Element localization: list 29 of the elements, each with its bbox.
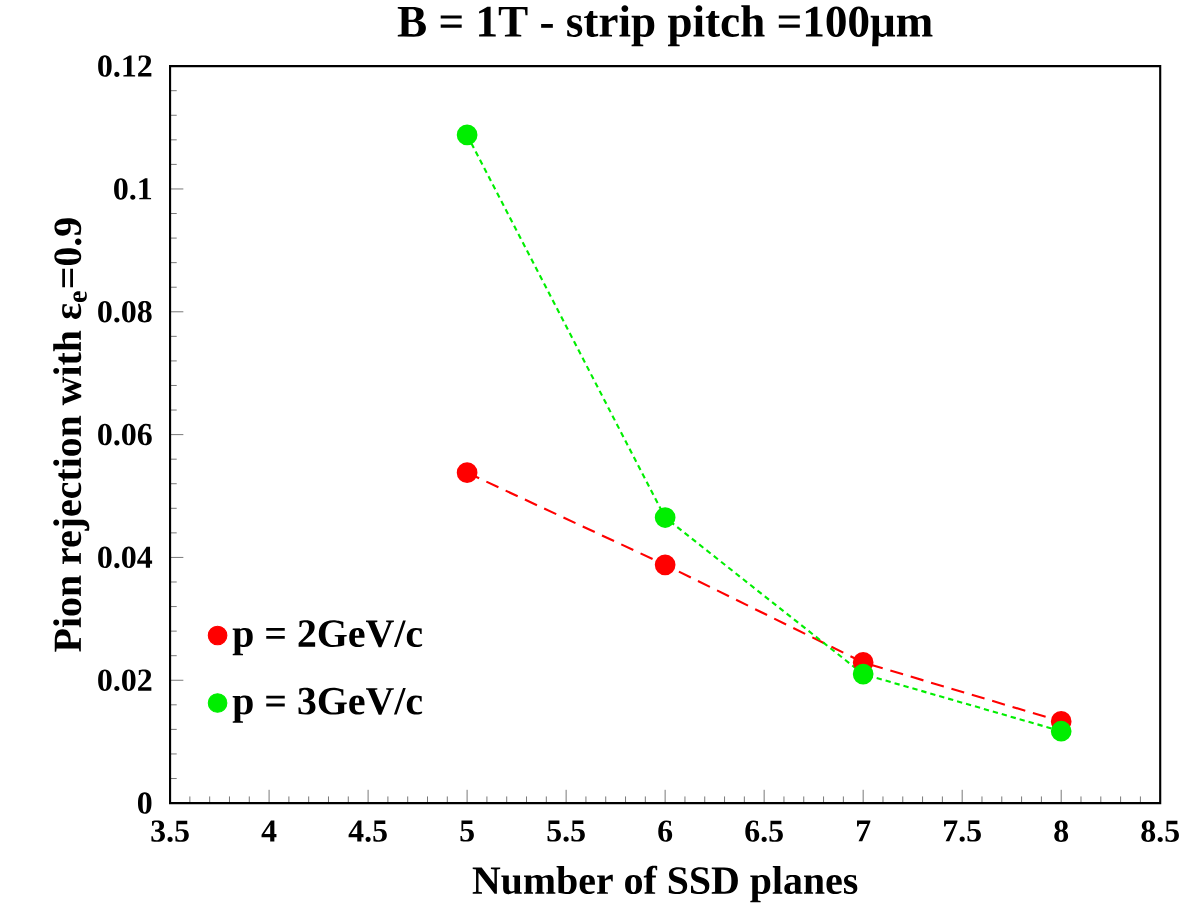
x-tick-label: 7 [857,820,871,842]
y-tick-label: 0.08 [98,300,152,323]
x-tick-label: 8.5 [1141,820,1179,843]
x-tick-label: 6 [658,820,673,842]
chart-title: B = 1T - strip pitch =100μm [397,5,933,47]
y-tick-label: 0.1 [114,178,152,200]
y-tick-label: 0.02 [98,669,152,692]
y-tick-label: 0.04 [98,546,153,569]
point [852,663,874,685]
x-tick-label: 5 [460,820,474,842]
text: Pion rejection with ε$_{e}$=0.9 [53,218,90,652]
y-tick-label: 0.12 [98,55,152,77]
x-tick-label: 6.5 [745,820,783,842]
x-tick-label: 4 [261,820,277,842]
point [1050,720,1072,742]
x-tick-label: 5.5 [547,820,585,842]
x-tick-label: 8 [1054,820,1069,842]
y-tick-label: 0 [137,792,152,814]
x-tick-label: 7.5 [944,820,981,842]
y-tick-label: 0.06 [98,423,152,446]
point [456,124,478,146]
point [654,507,676,528]
x-tick-label: 4.5 [348,820,387,842]
legend-label: p = 3GeV/c [232,687,423,723]
x-axis-title: Number of SSD planes [472,865,858,903]
point [456,462,478,484]
legend-label: p = 2GeV/c [232,620,423,656]
point [654,554,676,576]
x-tick-label: 3.5 [151,820,189,842]
